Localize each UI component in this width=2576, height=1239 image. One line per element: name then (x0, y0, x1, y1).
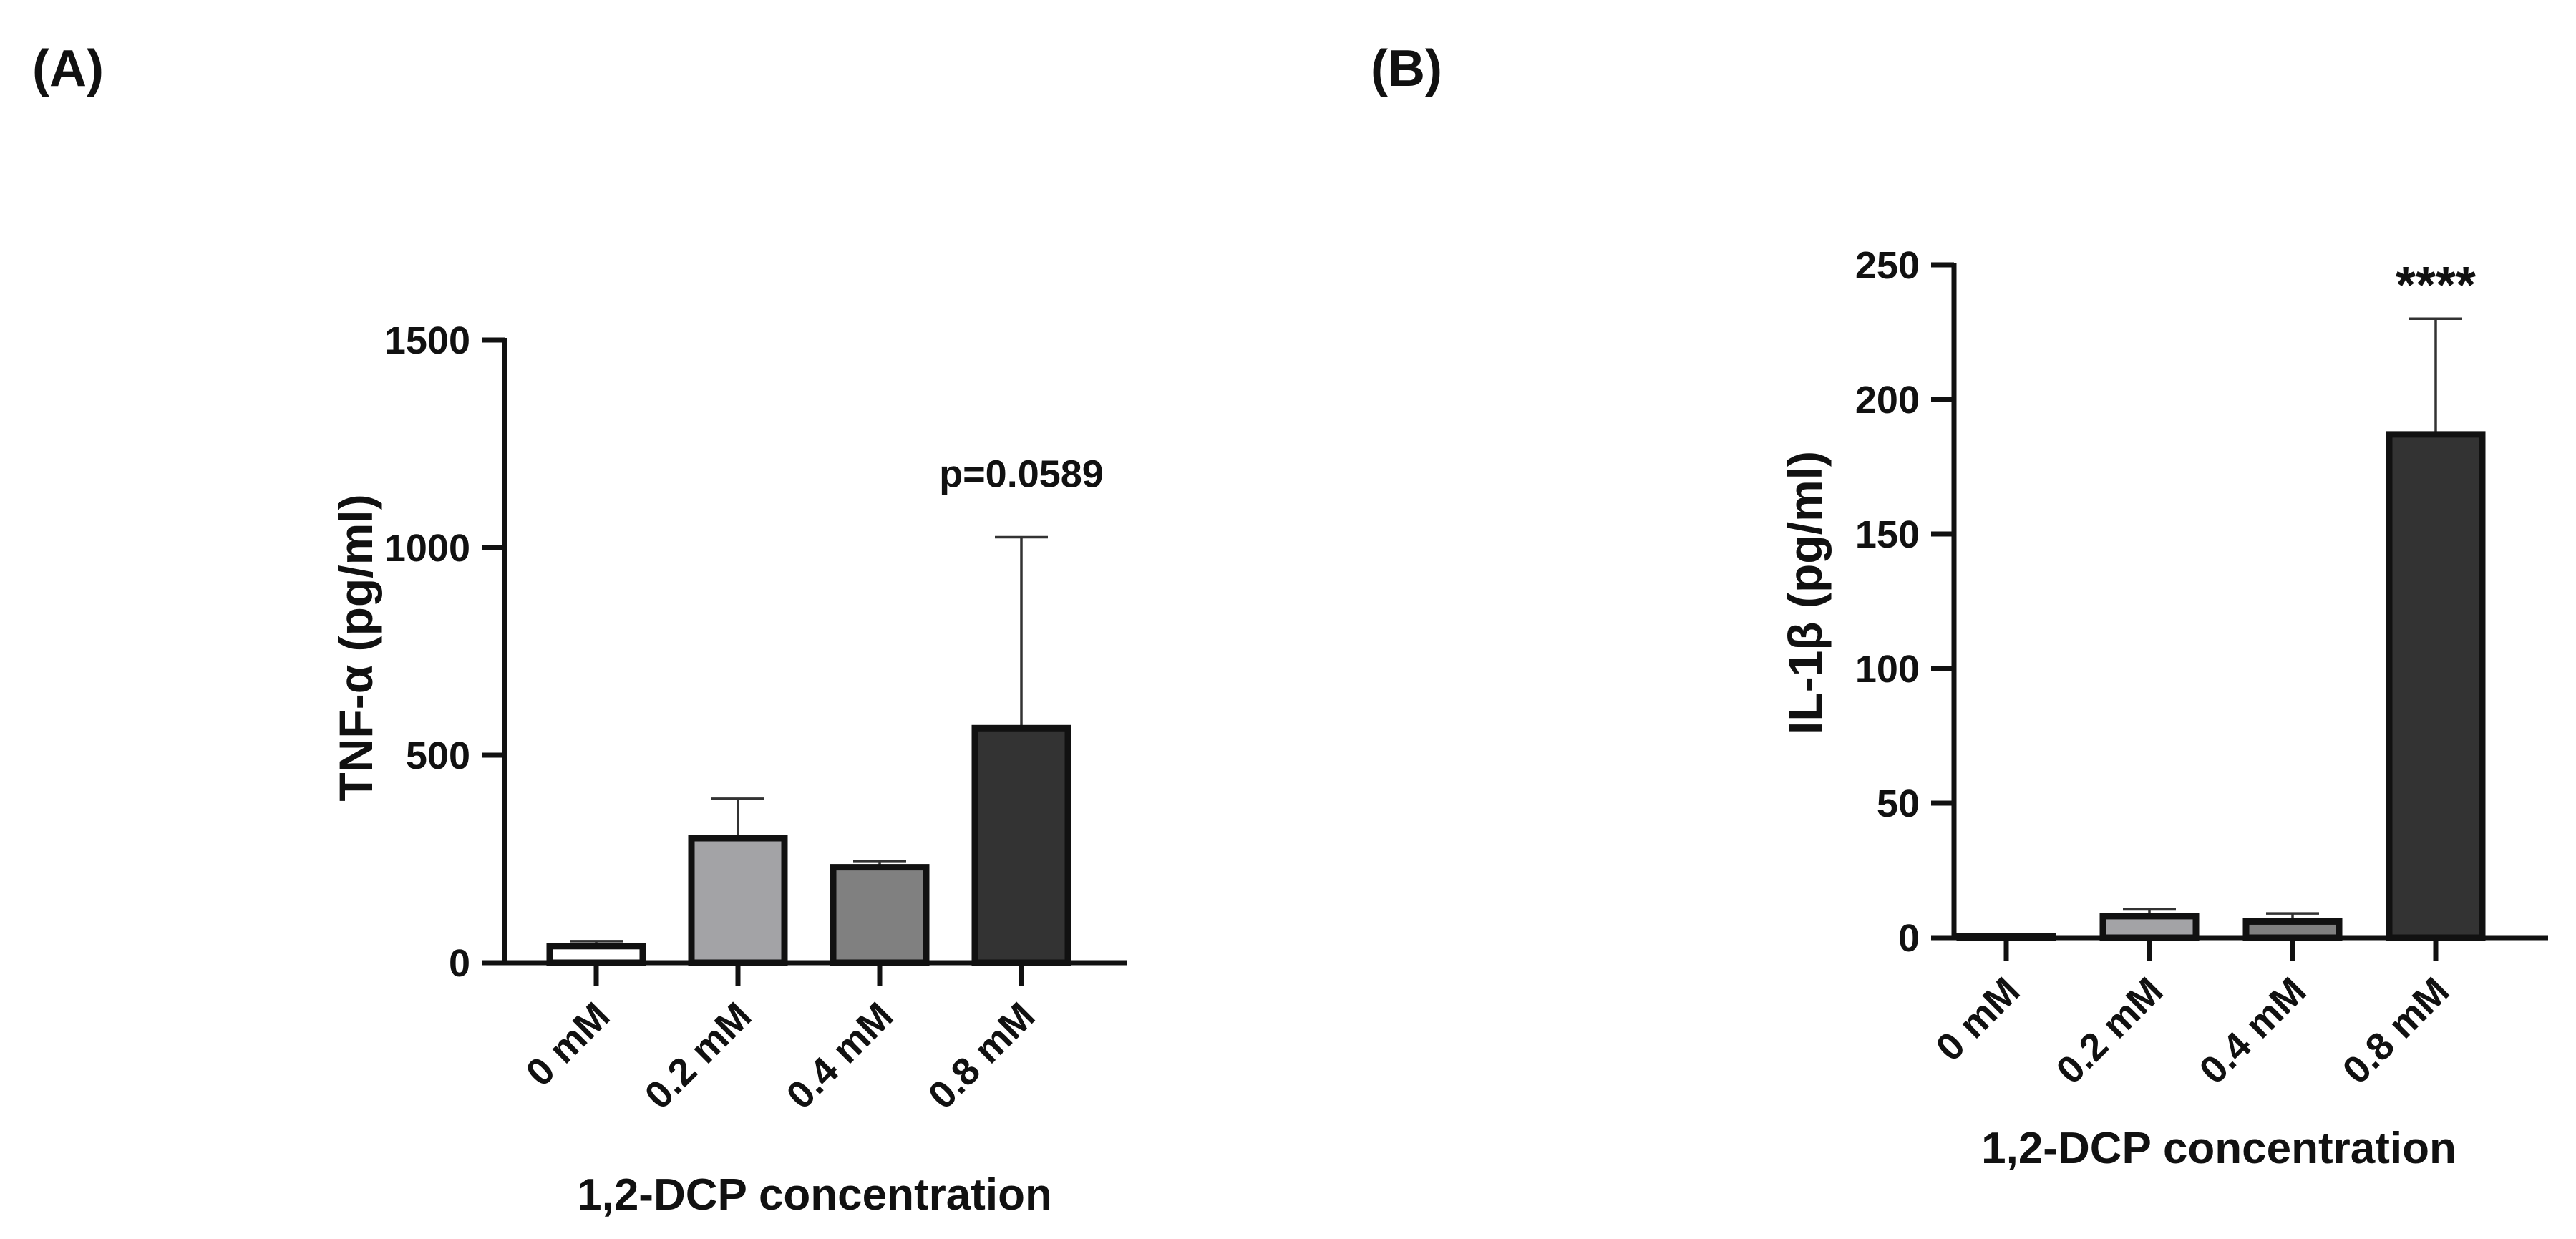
panel-b-annotation-0: **** (2396, 257, 2476, 314)
panel-b-bar-3 (2386, 431, 2486, 941)
panel-b-bar-0 (1956, 933, 2056, 941)
panel-b-chart: (B) IL-1β (pg/ml) 1,2-DCP concentration … (1371, 40, 2548, 1173)
panel-a-x-axis-title: 1,2-DCP concentration (577, 1170, 1052, 1220)
panel-a-annotation-0: p=0.0589 (939, 453, 1104, 496)
panel-b-y-axis-title: IL-1β (pg/ml) (1779, 451, 1832, 734)
panel-a-category-label-3: 0.8 mM (920, 994, 1044, 1117)
panel-b-bar-2 (2242, 918, 2343, 941)
panel-a-y-tick-label-2: 1000 (384, 527, 470, 570)
panel-a-y-tick-label-0: 0 (449, 942, 470, 985)
panel-b-category-label-2: 0.4 mM (2192, 969, 2315, 1092)
panel-b-x-axis-title: 1,2-DCP concentration (1981, 1124, 2456, 1173)
panel-b-category-label-1: 0.2 mM (2048, 969, 2172, 1092)
panel-b-y-tick-label-3: 150 (1855, 513, 1920, 556)
panel-a-bar-0 (546, 943, 646, 966)
panel-b-y-tick-label-1: 50 (1877, 782, 1920, 825)
panel-b-category-label-0: 0 mM (1928, 969, 2028, 1069)
panel-a-y-axis-title: TNF-α (pg/ml) (329, 494, 382, 801)
panel-b-label: (B) (1371, 40, 1442, 97)
panel-a-bar-2 (830, 864, 930, 966)
panel-b-bar-1 (2099, 913, 2200, 941)
panel-b-category-label-3: 0.8 mM (2335, 969, 2458, 1092)
panel-a-category-label-0: 0 mM (517, 994, 618, 1094)
panel-a-bar-3 (971, 724, 1071, 966)
panel-b-y-tick-label-4: 200 (1855, 379, 1920, 422)
panel-b-y-tick-label-0: 0 (1898, 917, 1920, 960)
panel-b-y-tick-label-2: 100 (1855, 648, 1920, 691)
panel-a-chart: (A) TNF-α (pg/ml) 1,2-DCP concentration … (32, 40, 1127, 1220)
panel-a-bar-1 (688, 835, 788, 966)
panel-a-y-tick-label-1: 500 (406, 734, 470, 777)
panel-a-label: (A) (32, 40, 104, 97)
panel-a-category-label-2: 0.4 mM (779, 994, 902, 1117)
panel-b-y-tick-label-5: 250 (1855, 244, 1920, 287)
panel-a-category-label-1: 0.2 mM (637, 994, 760, 1117)
panel-a-y-tick-label-3: 1500 (384, 319, 470, 362)
